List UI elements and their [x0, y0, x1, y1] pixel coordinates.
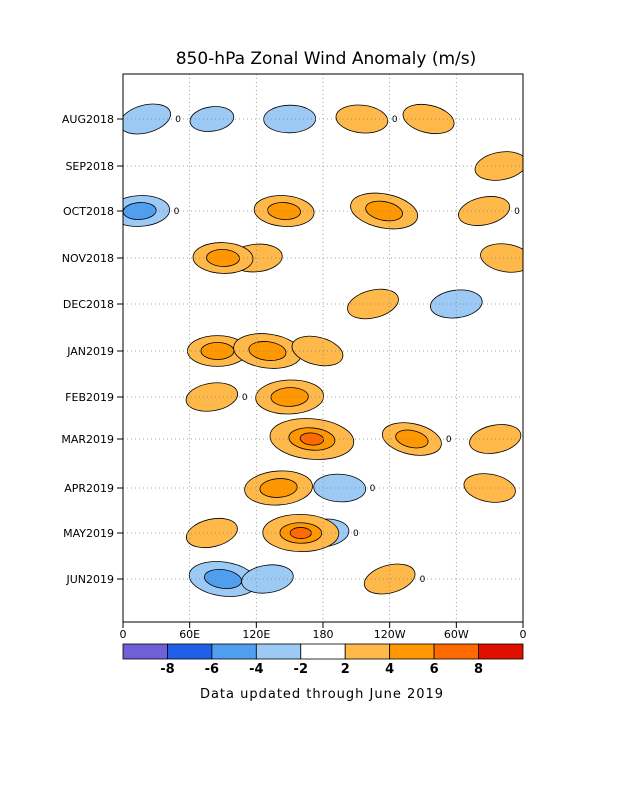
colorbar-label: 8: [474, 662, 483, 677]
colorbar-label: 4: [385, 662, 394, 677]
colorbar-label: -2: [294, 662, 308, 677]
anomaly-blob: [474, 151, 523, 181]
anomaly-blob: [255, 379, 325, 415]
colorbar-swatch: [167, 643, 213, 660]
x-tick-label: 180: [313, 628, 334, 641]
anomaly-blob: [402, 103, 455, 135]
anomaly-blob: [347, 288, 399, 320]
y-tick-label: JAN2019: [66, 345, 114, 358]
contour-label: 0: [536, 254, 542, 264]
anomaly-blob: [263, 104, 317, 134]
anomaly-blob: 0: [458, 196, 520, 226]
colorbar: -8 -6 -4 -2 2 4 6 8: [122, 643, 524, 677]
contour-label: 0: [420, 575, 426, 585]
footer-note: Data updated through June 2019: [200, 687, 444, 702]
colorbar-swatch: [255, 643, 302, 660]
contour-label: 0: [353, 529, 359, 539]
colorbar-label: -4: [249, 662, 263, 677]
x-tick-label: 60E: [179, 628, 200, 641]
y-tick-label: JUN2019: [65, 573, 114, 586]
colorbar-swatch: [389, 643, 435, 660]
contour-label: 0: [514, 207, 520, 217]
colorbar-label: -6: [205, 662, 219, 677]
y-tick-label: MAR2019: [61, 433, 114, 446]
colorbar-swatch: [122, 643, 168, 660]
x-tick-label: 0: [120, 628, 127, 641]
y-tick-label: OCT2018: [63, 205, 114, 218]
anomaly-blob: [291, 335, 344, 367]
y-tick-label: MAY2019: [63, 527, 114, 540]
y-tick-label: NOV2018: [62, 252, 114, 265]
y-tick-label: APR2019: [64, 482, 114, 495]
anomaly-blob: [253, 195, 315, 227]
x-tick-label: 120E: [242, 628, 270, 641]
contour-label: 0: [446, 435, 452, 445]
x-axis: 0 60E 120E 180 120W 60W 0: [120, 622, 527, 641]
colorbar-swatch: [300, 643, 346, 660]
anomaly-blob: 0: [187, 335, 257, 367]
anomaly-blob: [350, 192, 419, 230]
grid-lines: [123, 74, 523, 622]
colorbar-swatch: [478, 643, 524, 660]
y-tick-label: DEC2018: [63, 298, 114, 311]
chart-title: 850-hPa Zonal Wind Anomaly (m/s): [176, 49, 477, 69]
y-tick-label: AUG2018: [62, 113, 114, 126]
colorbar-swatch: [344, 643, 391, 660]
y-tick-label: SEP2018: [65, 160, 114, 173]
x-tick-label: 0: [520, 628, 527, 641]
colorbar-swatch: [433, 643, 479, 660]
anomaly-blob: [262, 513, 340, 553]
contour-label: 0: [242, 393, 248, 403]
y-axis: AUG2018 SEP2018 OCT2018 NOV2018 DEC2018 JAN20…: [61, 113, 123, 586]
anomaly-blob: [244, 470, 313, 506]
anomaly-blob: [430, 289, 483, 319]
contour-label: 0: [174, 207, 180, 217]
anomaly-blob: 0: [480, 243, 542, 273]
anomaly-blob: 0: [335, 104, 398, 134]
colorbar-label: 2: [341, 662, 350, 677]
contour-label: 0: [175, 115, 181, 125]
contour-label: 0: [392, 115, 398, 125]
colorbar-label: 6: [430, 662, 439, 677]
y-tick-label: FEB2019: [65, 391, 114, 404]
colorbar-swatch: [211, 643, 257, 660]
anomaly-blob: 0: [123, 103, 181, 135]
anomaly-field-layer: 0 0 0 0 0 0 0 0 0 0 0: [123, 103, 542, 597]
colorbar-label: -8: [160, 662, 174, 677]
x-tick-label: 60W: [444, 628, 469, 641]
x-tick-label: 120W: [374, 628, 406, 641]
contour-label: 0: [370, 484, 376, 494]
anomaly-blob: [463, 473, 516, 503]
